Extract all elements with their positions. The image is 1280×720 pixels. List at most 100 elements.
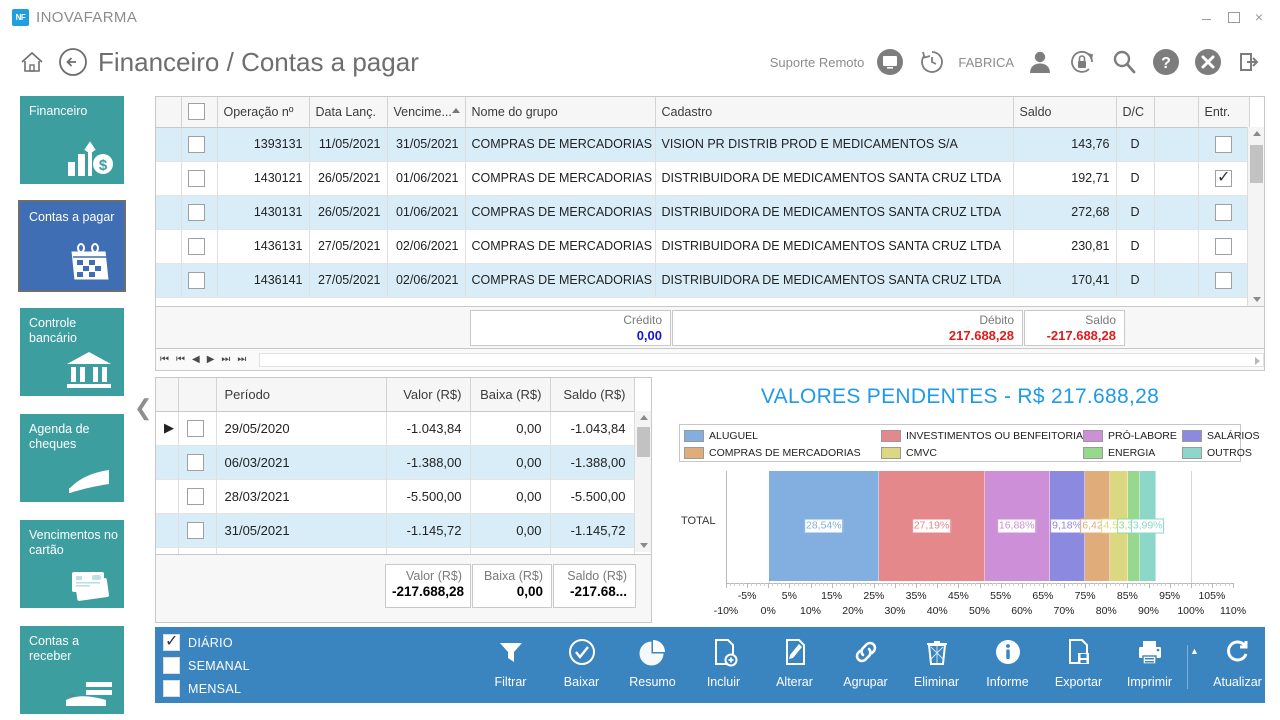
row-checkbox[interactable] [187, 237, 205, 255]
period-vertical-scrollbar[interactable] [634, 411, 651, 552]
agrupar-button[interactable]: Agrupar [830, 631, 901, 689]
table-row[interactable]: 1393131 11/05/2021 31/05/2021 COMPRAS DE… [156, 127, 1250, 162]
col-saldo[interactable]: Saldo [1013, 97, 1117, 128]
informe-button[interactable]: Informe [972, 631, 1043, 689]
nav-prev-icon[interactable]: ◀ [192, 354, 200, 365]
legend-item[interactable]: PRÓ-LABORE [1083, 429, 1180, 442]
col-baixa[interactable]: Baixa (R$) [470, 378, 551, 412]
entr-checkbox[interactable] [1215, 203, 1232, 221]
row-checkbox[interactable] [187, 271, 205, 289]
row-select[interactable] [181, 229, 218, 264]
lock-refresh-icon[interactable] [1066, 46, 1098, 78]
legend-item[interactable]: ENERGIA [1083, 446, 1180, 459]
entr-checkbox[interactable] [1215, 237, 1232, 255]
period-row[interactable]: ▶ 29/05/2020 -1.043,84 0,00 -1.043,84 [156, 411, 635, 446]
maximize-button[interactable] [1226, 10, 1240, 24]
legend-item[interactable]: CMVC [881, 446, 1081, 459]
remote-monitor-icon[interactable] [874, 46, 906, 78]
col-entr[interactable]: Entr. [1198, 97, 1250, 128]
chart-segment[interactable]: 16,88% [984, 471, 1050, 581]
chart-segment[interactable]: 3,99% [1130, 471, 1165, 581]
cell-entr[interactable] [1198, 263, 1250, 298]
sidebar-item-agenda-de-cheques[interactable]: Agenda de cheques [20, 414, 124, 502]
back-icon[interactable] [58, 47, 88, 77]
grid-vertical-scrollbar[interactable] [1247, 127, 1264, 306]
scroll-up-icon[interactable] [1253, 131, 1261, 136]
chart-segment[interactable]: 9,18% [1049, 471, 1086, 581]
close-button[interactable]: × [1254, 9, 1264, 25]
legend-item[interactable]: SALÁRIOS [1182, 429, 1260, 442]
col-saldo[interactable]: Saldo (R$) [550, 378, 635, 412]
legend-item[interactable]: INVESTIMENTOS OU BENFEITORIAS [881, 429, 1090, 442]
row-checkbox[interactable] [186, 419, 204, 437]
nav-last-icon[interactable]: ⏭ [237, 354, 247, 365]
table-row[interactable]: 1430131 26/05/2021 01/06/2021 COMPRAS DE… [156, 195, 1250, 230]
horizontal-scrollbar[interactable] [259, 352, 1264, 367]
toolbar-overflow-icon[interactable]: ▲ [1190, 646, 1199, 656]
sidebar-item-financeiro[interactable]: Financeiro $ [20, 96, 124, 184]
period-row[interactable]: 06/03/2021 -1.388,00 0,00 -1.388,00 [156, 445, 635, 480]
resumo-button[interactable]: Resumo [617, 631, 688, 689]
col-dc[interactable]: D/C [1116, 97, 1155, 128]
period-row[interactable]: 28/03/2021 -5.500,00 0,00 -5.500,00 [156, 479, 635, 514]
row-select[interactable] [181, 127, 218, 162]
checkbox-row-mensal[interactable]: MENSAL [163, 677, 250, 700]
atualizar-button[interactable]: Atualizar [1202, 631, 1273, 689]
imprimir-button[interactable]: Imprimir [1114, 631, 1185, 689]
alterar-button[interactable]: Alterar [759, 631, 830, 689]
col-select-all[interactable] [178, 378, 217, 412]
col-cadastro[interactable]: Cadastro [655, 97, 1014, 128]
select-all-checkbox[interactable] [187, 103, 205, 121]
nav-next-icon[interactable]: ▶ [206, 354, 215, 365]
table-row[interactable]: 1436131 27/05/2021 02/06/2021 COMPRAS DE… [156, 229, 1250, 264]
nav-prev-page-icon[interactable]: ⏮ [176, 354, 185, 365]
close-circle-icon[interactable] [1192, 46, 1224, 78]
sidebar-collapse-icon[interactable]: ❮ [134, 395, 153, 420]
row-checkbox[interactable] [187, 135, 205, 153]
help-icon[interactable]: ? [1150, 46, 1182, 78]
scroll-up-icon[interactable] [640, 415, 648, 420]
sidebar-more-icon[interactable]: ⌄ [66, 684, 78, 700]
scrollbar-thumb[interactable] [1250, 145, 1263, 183]
col-nome-grupo[interactable]: Nome do grupo [465, 97, 656, 128]
exportar-button[interactable]: Exportar [1043, 631, 1114, 689]
user-icon[interactable] [1024, 46, 1056, 78]
nav-next-page-icon[interactable]: ⏭ [221, 354, 231, 365]
history-clock-icon[interactable] [916, 46, 948, 78]
entr-checkbox[interactable] [1215, 135, 1232, 153]
cell-entr[interactable] [1198, 161, 1250, 196]
scroll-down-icon[interactable] [640, 543, 648, 548]
col-periodo[interactable]: Período [216, 378, 387, 412]
row-select[interactable] [178, 411, 217, 446]
nav-first-icon[interactable]: ⏮ [160, 354, 169, 365]
cell-entr[interactable] [1198, 127, 1250, 162]
row-select[interactable] [181, 195, 218, 230]
baixar-button[interactable]: Baixar [546, 631, 617, 689]
col-select-all[interactable] [181, 97, 218, 128]
filtrar-button[interactable]: Filtrar [475, 631, 546, 689]
col-data-lanc[interactable]: Data Lanç. [309, 97, 388, 128]
row-checkbox[interactable] [186, 453, 204, 471]
table-row[interactable]: 1436141 27/05/2021 02/06/2021 COMPRAS DE… [156, 263, 1250, 298]
eliminar-button[interactable]: Eliminar [901, 631, 972, 689]
entr-checkbox[interactable] [1215, 167, 1232, 187]
incluir-button[interactable]: Incluir [688, 631, 759, 689]
sidebar-item-controle-bancario[interactable]: Controle bancário [20, 308, 124, 396]
sidebar-item-contas-a-receber[interactable]: Contas a receber [20, 626, 124, 714]
minimize-button[interactable] [1200, 10, 1214, 24]
col-operacao[interactable]: Operação nº [217, 97, 310, 128]
period-row[interactable]: 31/05/2021 -1.145,72 0,00 -1.145,72 [156, 513, 635, 548]
scroll-down-icon[interactable] [1253, 297, 1261, 302]
legend-item[interactable]: OUTROS [1182, 446, 1252, 459]
legend-item[interactable]: ALUGUEL [684, 429, 879, 442]
chart-segment[interactable]: 27,19% [879, 471, 985, 581]
logout-icon[interactable] [1234, 46, 1266, 78]
home-icon[interactable] [18, 48, 46, 76]
entr-checkbox[interactable] [1215, 271, 1232, 289]
diario-checkbox[interactable] [163, 631, 180, 651]
row-checkbox[interactable] [187, 169, 205, 187]
row-checkbox[interactable] [186, 487, 204, 505]
sidebar-item-vencimentos-no-cartao[interactable]: Vencimentos no cartão [20, 520, 124, 608]
row-select[interactable] [178, 513, 217, 548]
legend-item[interactable]: COMPRAS DE MERCADORIAS [684, 446, 879, 459]
